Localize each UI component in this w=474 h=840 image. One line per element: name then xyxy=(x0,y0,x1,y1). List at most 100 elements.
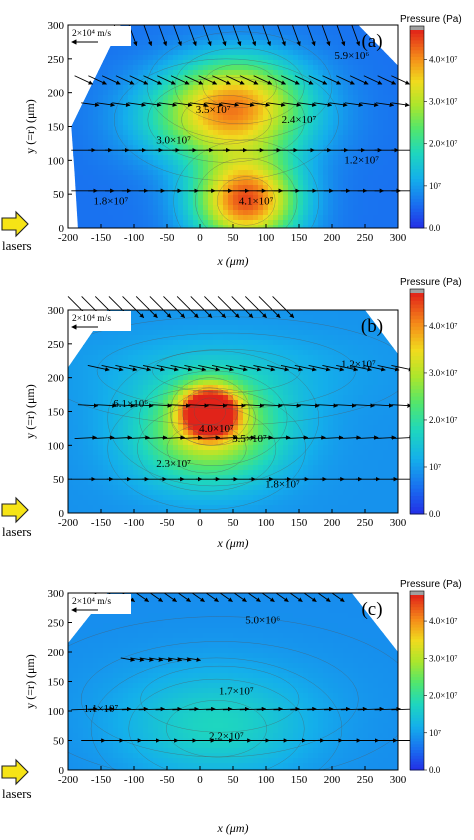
velocity-arrow xyxy=(356,435,379,440)
colorbar-tick-label: 2.0×10⁷ xyxy=(429,415,457,425)
y-tick-label: 250 xyxy=(48,54,65,66)
lasers-label: lasers xyxy=(2,524,32,539)
x-tick-label: 300 xyxy=(390,232,407,244)
velocity-arrow xyxy=(251,102,271,107)
pressure-field xyxy=(68,593,398,770)
velocity-arrow xyxy=(176,296,199,318)
contour-label: 2.4×10⁷ xyxy=(282,114,317,126)
colorbar-frame xyxy=(409,25,425,229)
velocity-arrow xyxy=(291,24,301,47)
velocity-arrow xyxy=(233,592,247,602)
contour-line xyxy=(128,678,305,770)
colorbar-tick-label: 3.0×10⁷ xyxy=(429,653,457,663)
velocity-arrow xyxy=(217,24,227,47)
velocity-arrow xyxy=(277,24,286,47)
velocity-arrow xyxy=(178,592,191,602)
y-tick-label: 150 xyxy=(48,407,65,419)
velocity-arrow xyxy=(96,102,115,107)
contour-label: 1.7×10⁷ xyxy=(219,685,254,697)
contour-label: 6.1×10⁶ xyxy=(113,398,148,410)
velocity-arrow xyxy=(198,75,218,85)
x-tick-label: 150 xyxy=(291,232,308,244)
velocity-arrow xyxy=(77,403,99,408)
x-tick-label: 250 xyxy=(357,232,374,244)
velocity-arrow xyxy=(272,296,295,318)
contour-label: 3.0×10⁷ xyxy=(156,134,191,146)
reference-vector-label: 2×10⁴ m/s xyxy=(72,314,111,324)
y-tick-label: 200 xyxy=(48,373,65,385)
contour-label: 2.3×10⁷ xyxy=(156,458,191,470)
x-axis-title: x (μm) xyxy=(216,821,248,835)
y-tick-label: 150 xyxy=(48,677,65,689)
velocity-arrow xyxy=(239,75,259,85)
velocity-arrow xyxy=(189,102,209,107)
velocity-arrow xyxy=(336,365,359,372)
lasers-arrow-icon xyxy=(1,758,29,786)
velocity-arrow xyxy=(143,75,163,85)
colorbar: Pressure (Pa) 0.0 10⁷ 2.0×10⁷ 3.0×10⁷ 4.0×10⁷ xyxy=(400,579,462,775)
y-tick-label: 300 xyxy=(48,20,65,32)
velocity-arrow xyxy=(129,75,149,85)
x-tick-label: -50 xyxy=(160,774,175,786)
velocity-arrow xyxy=(303,592,317,602)
contour-line xyxy=(80,641,359,758)
colorbar-title: Pressure (Pa) xyxy=(400,579,462,590)
velocity-arrow xyxy=(115,365,138,372)
velocity-arrow xyxy=(81,102,100,107)
velocity-arrow xyxy=(112,102,131,107)
velocity-arrow xyxy=(349,365,372,372)
velocity-arrow xyxy=(191,592,205,602)
velocity-arrow xyxy=(173,24,182,47)
velocity-arrow xyxy=(349,75,369,85)
contour-label: 5.0×10⁶ xyxy=(245,615,280,627)
colorbar-tick-label: 2.0×10⁷ xyxy=(429,139,457,149)
velocity-arrow xyxy=(197,435,221,440)
velocity-arrow xyxy=(219,592,233,602)
velocity-arrow xyxy=(149,657,164,662)
x-tick-label: -100 xyxy=(124,774,145,786)
y-tick-label: 100 xyxy=(48,440,65,452)
lasers-label: lasers xyxy=(2,786,32,801)
velocity-arrow xyxy=(172,706,199,712)
reference-vector-box xyxy=(69,594,131,614)
lasers-label: lasers xyxy=(2,238,32,253)
velocity-arrow xyxy=(189,706,216,712)
velocity-arrow xyxy=(375,102,395,107)
x-tick-label: 100 xyxy=(258,232,275,244)
colorbar-cap xyxy=(410,289,424,293)
y-tick-label: 300 xyxy=(48,305,65,317)
y-tick-label: 250 xyxy=(48,618,65,630)
y-tick-label: 100 xyxy=(48,706,65,718)
x-tick-label: 150 xyxy=(291,774,308,786)
velocity-arrow xyxy=(217,296,240,318)
velocity-arrow xyxy=(129,365,152,372)
velocity-vectors xyxy=(71,592,418,743)
x-tick-label: -200 xyxy=(58,517,79,529)
velocity-arrow xyxy=(336,403,357,408)
velocity-arrow xyxy=(136,592,149,602)
velocity-arrow xyxy=(321,24,331,47)
panel-c: -200 -150 -100 -50 0 50 100 150 200 250 300 0 50 100 1… xyxy=(1,579,462,835)
velocity-arrow xyxy=(245,296,267,318)
velocity-arrow xyxy=(115,75,135,85)
lasers-arrow-icon xyxy=(1,210,29,238)
velocity-arrow xyxy=(247,592,261,602)
colorbar-frame xyxy=(409,288,425,515)
velocity-arrow xyxy=(285,435,309,440)
velocity-arrow xyxy=(273,706,300,712)
velocity-arrow xyxy=(88,75,107,85)
velocity-arrow xyxy=(261,592,275,602)
colorbar-tick-label: 0.0 xyxy=(429,223,441,233)
velocity-arrow xyxy=(139,657,154,662)
velocity-arrow xyxy=(320,435,344,440)
velocity-arrow xyxy=(373,435,397,440)
velocity-arrow xyxy=(282,102,302,107)
velocity-arrow xyxy=(225,365,248,372)
panel-label: (a) xyxy=(361,31,382,52)
velocity-arrow xyxy=(215,435,238,440)
velocity-arrow xyxy=(322,365,345,372)
x-tick-label: -200 xyxy=(58,232,79,244)
velocity-arrow xyxy=(323,706,351,712)
velocity-arrow xyxy=(206,706,233,712)
velocity-arrow xyxy=(294,365,317,372)
